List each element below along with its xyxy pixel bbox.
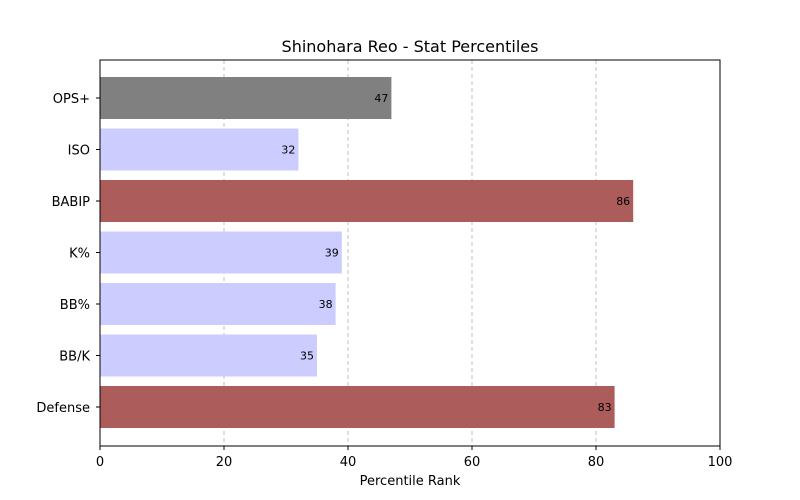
bar bbox=[100, 386, 615, 428]
chart-title: Shinohara Reo - Stat Percentiles bbox=[282, 37, 539, 56]
y-tick-label: OPS+ bbox=[53, 92, 90, 107]
y-tick-label: Defense bbox=[36, 401, 90, 416]
x-tick-label: 0 bbox=[96, 455, 104, 470]
y-tick-label: ISO bbox=[68, 144, 90, 159]
data-label: 83 bbox=[598, 401, 612, 414]
y-tick-label: BB/K bbox=[59, 350, 90, 365]
x-tick-label: 100 bbox=[708, 455, 733, 470]
bar bbox=[100, 128, 299, 171]
bar bbox=[100, 283, 336, 325]
bars bbox=[100, 77, 634, 428]
x-tick-label: 80 bbox=[588, 455, 605, 470]
x-tick-label: 20 bbox=[216, 455, 233, 470]
x-axis-ticks: 0 20 40 60 80 100 bbox=[96, 446, 733, 470]
y-tick-label: K% bbox=[69, 247, 90, 262]
x-tick-label: 60 bbox=[464, 455, 481, 470]
bar bbox=[100, 180, 634, 222]
data-label: 47 bbox=[374, 92, 388, 105]
data-label: 39 bbox=[325, 247, 339, 260]
bar bbox=[100, 231, 342, 274]
x-tick-label: 40 bbox=[340, 455, 357, 470]
bar bbox=[100, 77, 392, 119]
bar bbox=[100, 334, 317, 377]
y-tick-label: BB% bbox=[60, 298, 90, 313]
x-axis-label: Percentile Rank bbox=[360, 474, 461, 489]
data-label: 35 bbox=[300, 350, 314, 363]
data-label: 32 bbox=[281, 144, 295, 157]
data-label: 38 bbox=[319, 298, 333, 311]
y-axis-ticks: OPS+ ISO BABIP K% BB% BB/K Defense bbox=[36, 92, 100, 416]
y-tick-label: BABIP bbox=[52, 195, 91, 210]
data-labels: 47 32 86 39 38 35 83 bbox=[281, 92, 630, 414]
data-label: 86 bbox=[616, 195, 630, 208]
